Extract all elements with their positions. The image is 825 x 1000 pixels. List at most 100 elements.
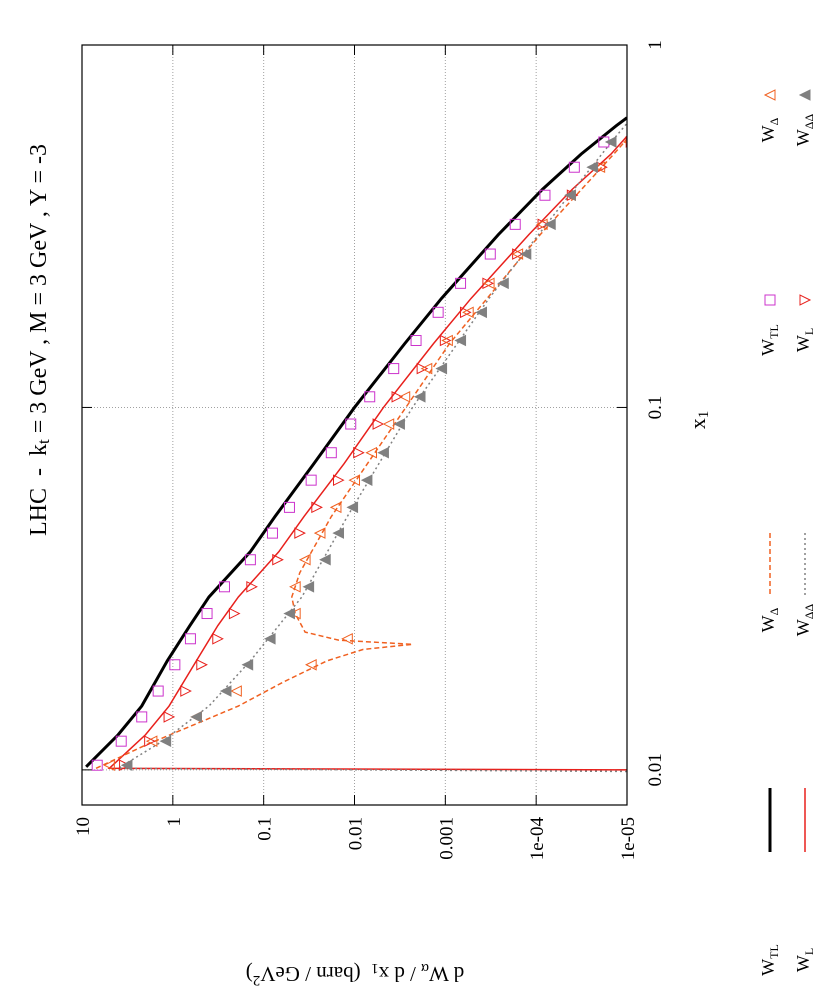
plot-frame [81, 44, 628, 806]
point [482, 277, 495, 290]
legend-sub: TL [767, 324, 781, 339]
point [246, 580, 258, 593]
legend-sub: ΔΔ [802, 604, 816, 620]
point [593, 161, 606, 174]
legend-swatch [798, 89, 811, 101]
point [332, 527, 345, 539]
point [283, 607, 295, 620]
point [298, 553, 311, 566]
point [103, 759, 115, 772]
point [305, 474, 317, 486]
x-axis-label: x1 [685, 411, 712, 430]
y-tick-label: 1e-04 [527, 817, 548, 861]
legend-name: W [793, 335, 813, 352]
series-line [95, 138, 627, 769]
point [294, 527, 306, 539]
point [120, 759, 133, 772]
legend-name: W [758, 125, 778, 142]
x-tick-label: 0.01 [645, 753, 666, 786]
point [604, 136, 617, 148]
series-line [107, 135, 627, 771]
y-tick-label: 1 [164, 817, 185, 827]
legend-label: WTL [758, 944, 781, 976]
point [564, 189, 576, 202]
text-part: LHC - k [26, 444, 52, 536]
legend-name: W [793, 619, 813, 636]
point [266, 527, 278, 539]
point [345, 418, 357, 430]
point [353, 446, 365, 459]
point [218, 581, 230, 593]
point [329, 501, 342, 514]
text-part: ) [246, 962, 253, 986]
point [372, 418, 385, 430]
point [568, 161, 580, 173]
legend-name: W [758, 959, 778, 976]
point [145, 735, 158, 747]
point [393, 418, 405, 430]
point [475, 306, 487, 319]
point [283, 501, 295, 513]
point [544, 218, 556, 231]
point [289, 607, 301, 620]
point [360, 474, 373, 486]
point [180, 685, 192, 697]
point [244, 554, 256, 566]
text-part: 2 [253, 972, 261, 988]
legend-name: W [793, 129, 813, 146]
legend-sub: TL [767, 944, 781, 959]
y-tick-label: 0.1 [255, 817, 276, 841]
point [497, 277, 509, 290]
point [289, 580, 301, 593]
point [482, 277, 495, 290]
point [313, 527, 326, 539]
point [455, 277, 467, 289]
x-tick-label: 1 [645, 40, 666, 50]
point [377, 446, 389, 459]
legend-swatch [763, 89, 776, 101]
text-part: α [421, 960, 429, 976]
legend-sub: L [802, 948, 816, 955]
point [212, 632, 224, 645]
point [219, 685, 232, 697]
text-part: d W [429, 962, 464, 986]
legend-label: WL [793, 328, 816, 352]
point [348, 474, 360, 486]
legend-name: W [758, 615, 778, 632]
point [152, 685, 164, 697]
point [586, 161, 598, 174]
point [364, 391, 376, 403]
point [410, 334, 422, 346]
y-tick-label: 0.01 [346, 817, 367, 850]
text-part: / d x [378, 962, 421, 986]
point [435, 362, 448, 375]
legend-label: WΔ [758, 117, 781, 142]
legend-swatch [764, 294, 776, 306]
legend-sub: ΔΔ [802, 114, 816, 130]
y-tick-label: 10 [73, 817, 94, 836]
point [115, 735, 127, 747]
y-tick-label: 1e-05 [618, 817, 639, 860]
text-part: x [685, 418, 710, 429]
point [420, 362, 433, 375]
point [119, 759, 131, 772]
point [230, 685, 242, 697]
text-part: t [34, 439, 53, 444]
point [305, 658, 317, 671]
plot-area [85, 116, 627, 773]
point [228, 607, 241, 620]
y-tick-label: 0.001 [436, 817, 457, 860]
point [462, 306, 474, 319]
point [190, 711, 202, 723]
legend-label: WΔΔ [793, 604, 816, 637]
point [388, 363, 400, 375]
series-line [85, 116, 627, 768]
point [302, 580, 315, 593]
point [509, 218, 521, 230]
legend-label: WΔ [758, 607, 781, 632]
point [91, 759, 103, 771]
point [272, 553, 284, 566]
point [311, 501, 323, 514]
